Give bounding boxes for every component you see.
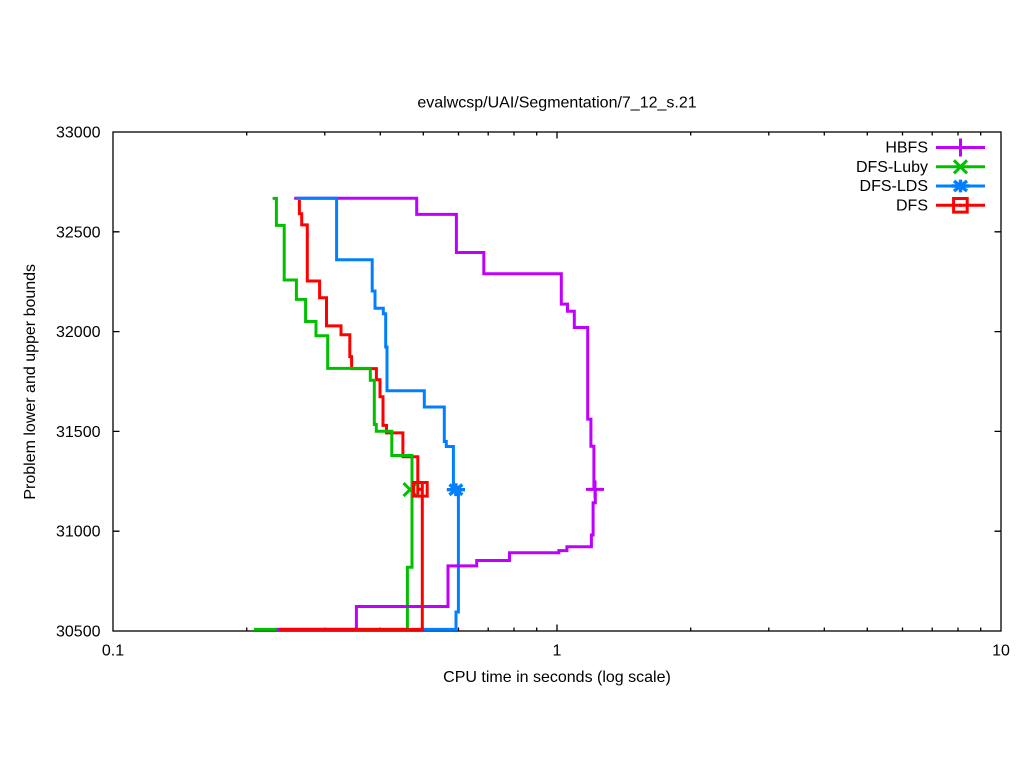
svg-text:Problem lower and upper bounds: Problem lower and upper bounds [22,264,39,500]
svg-text:CPU time in seconds (log scale: CPU time in seconds (log scale) [443,669,671,686]
svg-text:31500: 31500 [56,424,101,441]
svg-text:HBFS: HBFS [885,140,928,157]
svg-text:10: 10 [992,643,1010,660]
svg-text:31000: 31000 [56,524,101,541]
svg-text:DFS-LDS: DFS-LDS [860,178,928,195]
svg-text:32500: 32500 [56,224,101,241]
svg-text:0.1: 0.1 [102,643,124,660]
svg-text:1: 1 [553,643,562,660]
svg-text:evalwcsp/UAI/Segmentation/7_12: evalwcsp/UAI/Segmentation/7_12_s.21 [417,95,696,112]
svg-text:33000: 33000 [56,125,101,142]
svg-text:DFS-Luby: DFS-Luby [856,159,928,176]
svg-text:30500: 30500 [56,624,101,641]
svg-text:32000: 32000 [56,324,101,341]
svg-text:DFS: DFS [896,198,928,215]
